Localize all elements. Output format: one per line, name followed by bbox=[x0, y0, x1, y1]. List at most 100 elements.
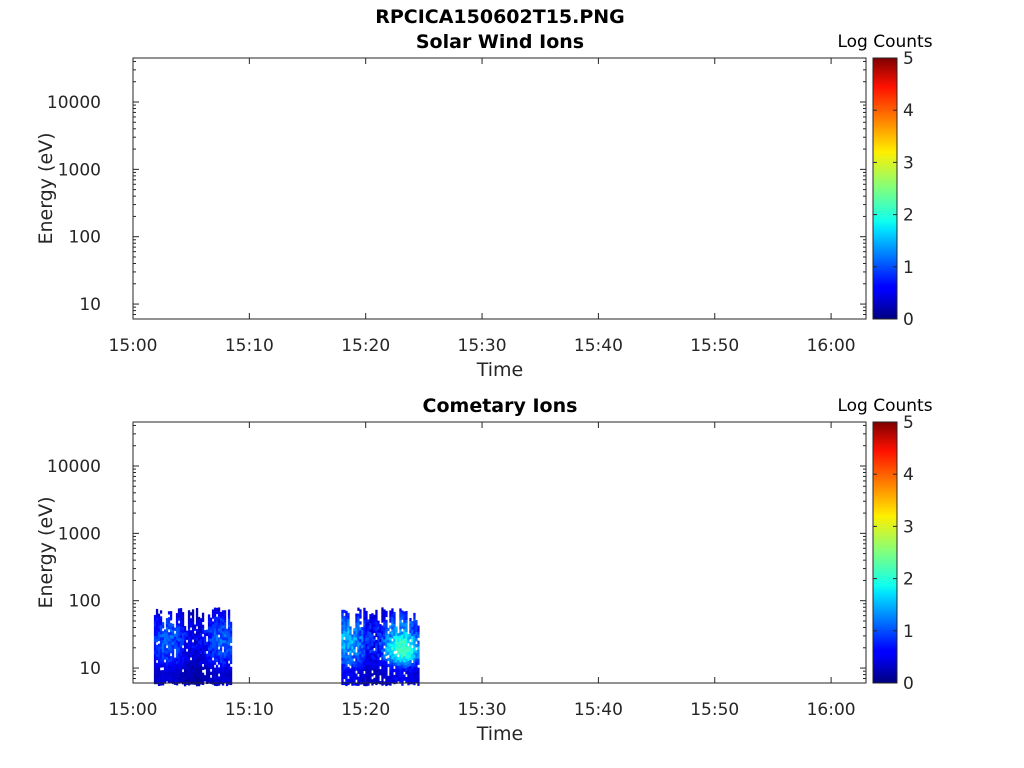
spectrogram-cell bbox=[229, 660, 233, 665]
spectrogram-cell bbox=[177, 662, 181, 666]
spectrogram-cell bbox=[367, 625, 370, 629]
spectrogram-cell bbox=[407, 640, 410, 644]
spectrogram-cell bbox=[405, 641, 408, 645]
spectrogram-cell bbox=[215, 670, 219, 675]
spectrogram-cell bbox=[209, 656, 213, 660]
spectrogram-cell bbox=[171, 653, 175, 658]
spectrogram-cell bbox=[191, 618, 195, 622]
spectrogram-cell bbox=[223, 646, 227, 650]
spectrogram-cell bbox=[211, 654, 215, 658]
spectrogram-cell bbox=[179, 650, 183, 654]
spectrogram-cell bbox=[153, 626, 157, 631]
spectrogram-cell bbox=[393, 656, 396, 661]
spectrogram-cell bbox=[175, 682, 179, 686]
spectrogram-cell bbox=[165, 678, 169, 682]
spectrogram-cell bbox=[409, 627, 412, 631]
spectrogram-cell bbox=[221, 619, 225, 623]
spectrogram-cell bbox=[211, 621, 215, 625]
spectrogram-cell bbox=[159, 649, 163, 653]
spectrogram-cell bbox=[181, 639, 185, 643]
spectrogram-cell bbox=[171, 641, 175, 646]
spectrogram-cell bbox=[401, 625, 404, 629]
spectrogram-cell bbox=[343, 648, 346, 653]
spectrogram-cell bbox=[221, 673, 225, 677]
spectrogram-cell bbox=[187, 646, 191, 650]
spectrogram-cell bbox=[373, 623, 376, 627]
spectrogram-cell bbox=[369, 626, 372, 630]
spectrogram-cell bbox=[393, 617, 396, 622]
spectrogram-cell bbox=[377, 656, 380, 660]
spectrogram-cell bbox=[159, 640, 163, 644]
spectrogram-cell bbox=[417, 631, 420, 635]
spectrogram-cell bbox=[183, 638, 187, 642]
spectrogram-cell bbox=[169, 617, 173, 621]
spectrogram-cell bbox=[413, 633, 416, 638]
spectrogram-cell bbox=[155, 614, 159, 619]
spectrogram-cell bbox=[389, 616, 392, 620]
spectrogram-cell bbox=[183, 629, 187, 633]
spectrogram-cell bbox=[391, 611, 394, 615]
spectrogram-cell bbox=[373, 638, 376, 642]
spectrogram-cell bbox=[347, 657, 350, 662]
colorbar-tick-label: 3 bbox=[903, 153, 914, 173]
spectrogram-cell bbox=[411, 624, 414, 628]
spectrogram-cell bbox=[197, 658, 201, 663]
spectrogram-cell bbox=[379, 645, 382, 649]
spectrogram-cell bbox=[363, 610, 366, 615]
spectrogram-cell bbox=[371, 661, 374, 665]
spectrogram-cell bbox=[229, 645, 233, 650]
spectrogram-cell bbox=[375, 618, 378, 623]
spectrogram-cell bbox=[207, 677, 211, 681]
spectrogram-cell bbox=[169, 647, 173, 651]
spectrogram-cell bbox=[351, 679, 354, 683]
spectrogram-cell bbox=[357, 655, 360, 659]
spectrogram-cell bbox=[347, 645, 350, 650]
spectrogram-cell bbox=[219, 674, 223, 679]
spectrogram-cell bbox=[379, 660, 382, 664]
spectrogram-cell bbox=[171, 635, 175, 640]
spectrogram-cell bbox=[393, 611, 396, 616]
spectrogram-cell bbox=[413, 657, 416, 662]
spectrogram-cell bbox=[399, 668, 402, 672]
spectrogram-cell bbox=[397, 669, 400, 673]
spectrogram-cell bbox=[377, 620, 380, 624]
spectrogram-cell bbox=[225, 679, 229, 684]
spectrogram-cell bbox=[187, 676, 191, 680]
spectrogram-cell bbox=[389, 658, 392, 662]
spectrogram-cell bbox=[213, 607, 217, 611]
spectrogram-cell bbox=[399, 626, 402, 630]
spectrogram-cell bbox=[369, 671, 372, 675]
spectrogram-cell bbox=[187, 628, 191, 632]
spectrogram-cell bbox=[215, 634, 219, 639]
spectrogram-cell bbox=[385, 664, 388, 669]
spectrogram-cell bbox=[389, 613, 392, 617]
spectrogram-cell bbox=[345, 664, 348, 669]
spectrogram-cell bbox=[413, 660, 416, 665]
spectrogram-cell bbox=[165, 648, 169, 652]
spectrogram-cell bbox=[395, 662, 398, 666]
spectrogram-cell bbox=[177, 674, 181, 678]
spectrogram-cell bbox=[375, 657, 378, 662]
spectrogram-cell bbox=[159, 682, 163, 686]
spectrogram-cell bbox=[379, 654, 382, 658]
spectrogram-cell bbox=[219, 647, 223, 652]
spectrogram-cell bbox=[211, 666, 215, 670]
spectrogram-cell bbox=[169, 650, 173, 654]
spectrogram-cell bbox=[355, 643, 358, 647]
spectrogram-cell bbox=[407, 673, 410, 677]
spectrogram-cell bbox=[189, 651, 193, 655]
spectrogram-cell bbox=[401, 640, 404, 644]
spectrogram-cell bbox=[381, 610, 384, 614]
spectrogram-cell bbox=[153, 644, 157, 649]
spectrogram-cell bbox=[217, 607, 221, 611]
spectrogram-cell bbox=[341, 624, 344, 629]
spectrogram-cell bbox=[153, 659, 157, 664]
spectrogram-cell bbox=[169, 677, 173, 681]
spectrogram-cell bbox=[365, 643, 368, 648]
spectrogram-cell bbox=[223, 610, 227, 614]
spectrogram-cell bbox=[187, 670, 191, 674]
spectrogram-cell bbox=[385, 634, 388, 639]
spectrogram-cell bbox=[389, 652, 392, 656]
spectrogram-cell bbox=[229, 657, 233, 662]
spectrogram-cell bbox=[387, 651, 390, 656]
